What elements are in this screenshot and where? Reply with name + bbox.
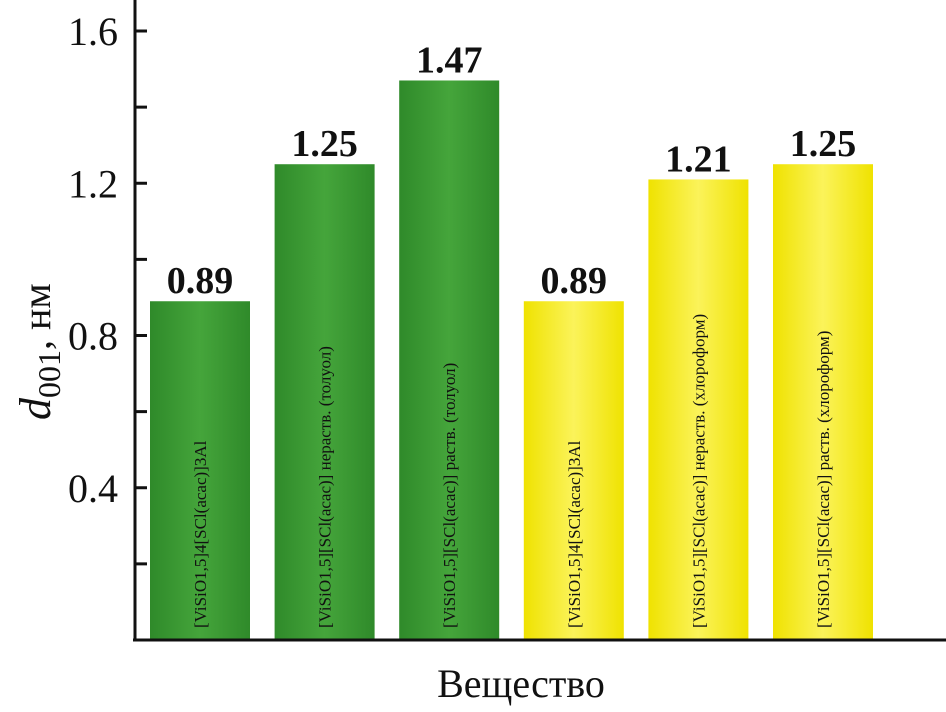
- y-axis-unit: , нм: [14, 283, 59, 350]
- y-tick-label: 1.2: [68, 161, 118, 206]
- y-tick-label: 1.6: [68, 9, 118, 54]
- bar-3: [399, 80, 500, 640]
- y-tick-label: 0.8: [68, 314, 118, 359]
- bar-value-label: 0.89: [167, 260, 234, 302]
- y-axis-title: d001, нм: [11, 283, 67, 420]
- bar-category-label: [ViSiO1,5][SCl(acac)] раств. (толуол): [440, 363, 459, 628]
- bar-category-label: [ViSiO1,5][SCl(acac)] нераств. (хлорофор…: [689, 314, 708, 628]
- bar-category-label: [ViSiO1,5]4[SCl(acac)]3Al: [565, 440, 584, 628]
- y-tick-label: 0.4: [68, 466, 118, 511]
- bars-group: 0.89 [ViSiO1,5]4[SCl(acac)]3Al 1.25 [ViSiO1…: [150, 39, 873, 640]
- y-axis-symbol: d: [11, 397, 60, 420]
- bar-value-label: 1.25: [790, 123, 857, 165]
- y-axis-subscript: 001: [31, 350, 67, 398]
- bar-category-label: [ViSiO1,5][SCl(acac)] нераств. (толуол): [316, 346, 335, 628]
- y-ticks-group: 0.4 0.8 1.2 1.6: [68, 9, 147, 566]
- bar-category-label: [ViSiO1,5]4[SCl(acac)]3Al: [191, 440, 210, 628]
- y-axis-title-text: d001, нм: [11, 283, 67, 420]
- bar-4: [523, 301, 624, 640]
- bar-1: [150, 301, 250, 640]
- bar-2: [274, 164, 375, 640]
- bar-value-label: 1.21: [665, 138, 732, 180]
- bar-6: [773, 164, 873, 640]
- bar-value-label: 1.25: [291, 123, 358, 165]
- bar-value-label: 1.47: [416, 39, 483, 81]
- x-axis-title: Вещество: [437, 661, 605, 706]
- bar-value-label: 0.89: [541, 260, 608, 302]
- bar-5: [648, 179, 749, 640]
- bar-category-label: [ViSiO1,5][SCl(acac)] раств. (хлороформ): [814, 331, 833, 628]
